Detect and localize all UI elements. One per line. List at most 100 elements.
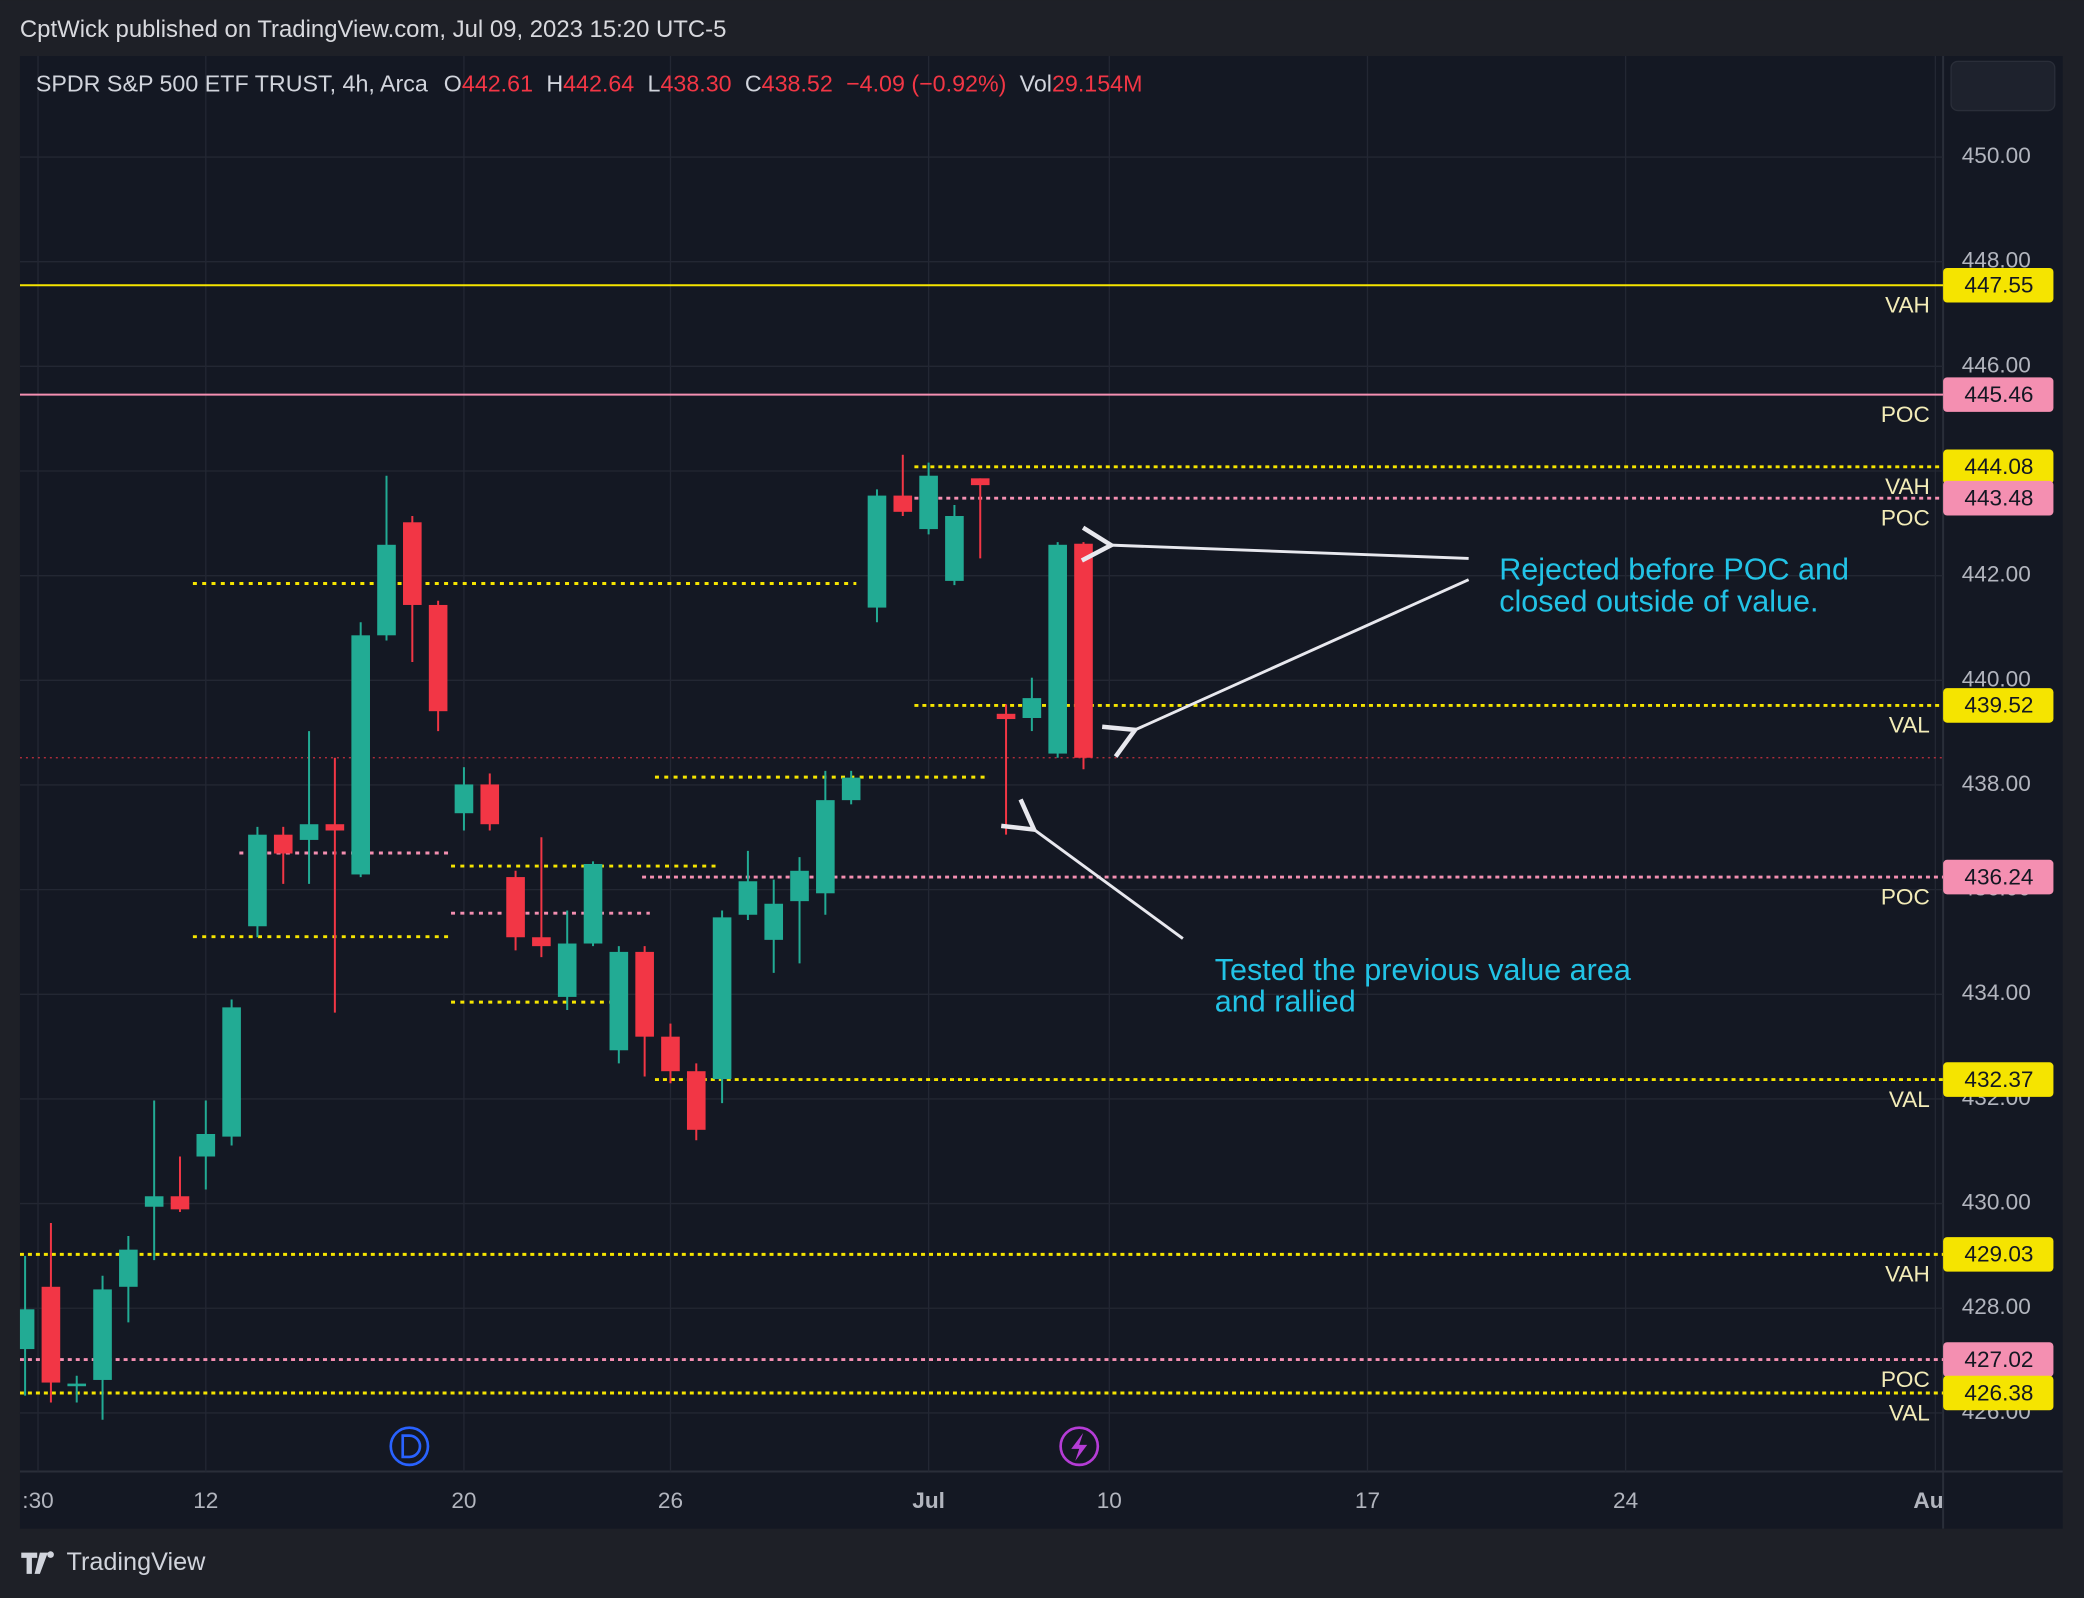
y-tick-label: 450.00 [1962, 143, 2031, 168]
price-label: 429.03 [1964, 1242, 2033, 1267]
event-icon[interactable] [1059, 1426, 1100, 1467]
volume: 29.154M [1052, 70, 1142, 96]
candle-body [41, 1286, 61, 1383]
candle-body [67, 1383, 87, 1387]
y-tick-label: 440.00 [1962, 666, 2031, 691]
annotation: Rejected before POC and closed outside of… [1499, 553, 1849, 619]
candle-body [325, 824, 345, 831]
candle-body [1048, 544, 1067, 754]
change: −4.09 (−0.92%) [846, 70, 1006, 96]
level-name: VAL [1889, 1087, 1930, 1112]
time-axis [19, 1471, 1944, 1529]
grid [19, 56, 1944, 1472]
event-glyph [1071, 1432, 1088, 1461]
candle-body [790, 870, 809, 902]
dividend-icon[interactable] [389, 1426, 430, 1467]
candle-body [841, 777, 861, 801]
arrow [1080, 525, 1469, 563]
ohlc-value: 442.61 [462, 70, 533, 96]
settings-box[interactable] [1950, 60, 2056, 112]
price-label: 444.08 [1964, 454, 2033, 479]
candle-body [506, 877, 525, 938]
price-label: 426.38 [1964, 1380, 2033, 1405]
candle-body [403, 522, 422, 605]
x-axis: :30 12 20 26 Jul 10 17 24 Aug [22, 1488, 1957, 1513]
candle-body [945, 516, 964, 581]
dividend-glyph [401, 1434, 422, 1459]
annotation-line: Tested the previous value area [1215, 953, 1631, 987]
candle-body [661, 1036, 680, 1072]
x-tick-label: Jul [912, 1488, 945, 1513]
price-label-box [1943, 1342, 2054, 1377]
candle-body [867, 495, 887, 608]
level-name: VAL [1889, 1400, 1930, 1425]
plot-area [19, 56, 1944, 1472]
y-tick-label: 438.00 [1962, 771, 2031, 796]
price-label-box [1943, 480, 2054, 516]
candle-body [93, 1289, 112, 1380]
ohlc-label: H [546, 70, 563, 96]
price-label-box [1943, 449, 2054, 485]
candle-body [377, 544, 396, 636]
ohlc-label: L [648, 70, 661, 96]
x-tick-label: 20 [451, 1488, 476, 1513]
x-tick-label: 17 [1355, 1488, 1380, 1513]
ohlc-value: 438.30 [660, 70, 731, 96]
candle-body [609, 951, 629, 1051]
annotation-line: closed outside of value. [1499, 585, 1818, 619]
candle-body [273, 834, 293, 854]
candle-body [919, 475, 938, 530]
candle-body [299, 824, 319, 840]
level-name: VAH [1885, 292, 1930, 317]
price-label: 443.48 [1964, 486, 2033, 511]
candle-body [893, 495, 913, 512]
published-line: CptWick published on TradingView.com, Ju… [20, 16, 727, 43]
candle-body [119, 1249, 138, 1287]
y-tick-label: 430.00 [1962, 1190, 2031, 1215]
candle-body [738, 881, 758, 915]
x-tick-label: Aug [1913, 1488, 1957, 1513]
price-label-box [1943, 859, 2054, 895]
x-tick-label: 24 [1613, 1488, 1638, 1513]
y-axis: 426.00428.00430.00432.00434.00436.00438.… [1943, 143, 2054, 1424]
candle-body [222, 1007, 241, 1137]
level-name: POC [1881, 884, 1930, 909]
annotation: Tested the previous value area and rallie… [1215, 953, 1631, 1019]
annotation-line: and rallied [1215, 985, 1356, 1019]
price-label: 436.24 [1964, 864, 2033, 889]
price-label: 447.55 [1964, 273, 2033, 298]
price-label: 445.46 [1964, 382, 2033, 407]
candle-body [557, 943, 577, 997]
candle-body [816, 800, 835, 894]
candle-body [532, 937, 551, 947]
candle-body [351, 635, 370, 875]
candle-body [583, 863, 603, 944]
candles [19, 454, 1093, 1420]
price-label-box [1943, 1062, 2054, 1097]
candle-body [454, 784, 474, 814]
symbol: SPDR S&P 500 ETF TRUST, 4h, Arca [36, 70, 428, 96]
level-name: VAH [1885, 474, 1930, 499]
level-name: POC [1881, 1367, 1930, 1392]
candle-body [686, 1071, 706, 1130]
candle-body [144, 1196, 164, 1207]
annotations: VAH POC VAH POC VAL POC VAL VAH POC VAL Rejected b… [1215, 292, 1930, 1425]
candle-body [428, 604, 448, 712]
arrow [1000, 798, 1184, 940]
candle-body [196, 1133, 216, 1157]
price-label-box [1943, 377, 2054, 412]
candle-body [1022, 698, 1042, 718]
level-name: VAL [1889, 713, 1930, 738]
x-tick-label: :30 [22, 1488, 53, 1513]
candle-body [480, 784, 500, 825]
price-label: 427.02 [1964, 1347, 2033, 1372]
ohlc-label: O [444, 70, 462, 96]
level-name: POC [1881, 402, 1930, 427]
symbol-legend: SPDR S&P 500 ETF TRUST, 4h, Arca O442.61 H… [36, 70, 1143, 96]
candle-body [970, 478, 990, 486]
y-tick-label: 446.00 [1962, 352, 2031, 377]
ohlc-label: C [745, 70, 762, 96]
annotation-line: Rejected before POC and [1499, 553, 1849, 587]
ohlc-value: 442.64 [563, 70, 634, 96]
